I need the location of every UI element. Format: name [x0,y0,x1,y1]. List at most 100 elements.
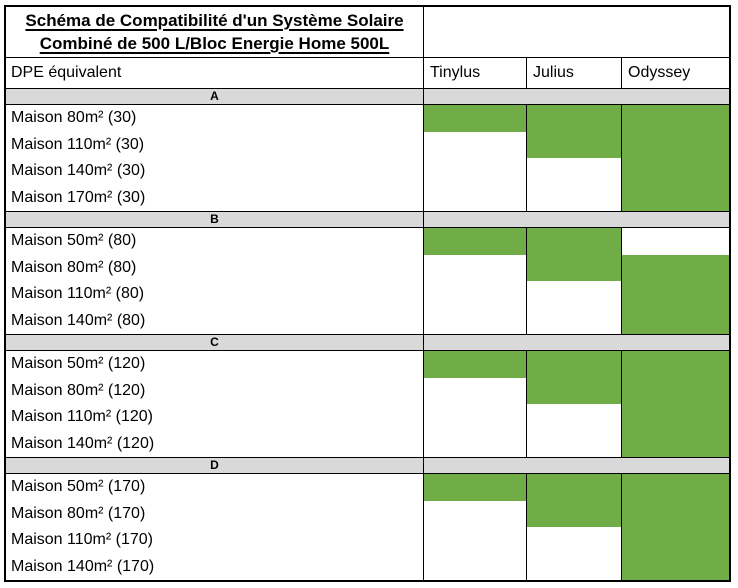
compat-cell [527,430,621,457]
row-label: Maison 80m² (170) [11,504,146,522]
column-header-row: DPE équivalent Tinylus Julius Odyssey [6,57,729,88]
title-row: Schéma de Compatibilité d'un Système Sol… [6,7,729,57]
compat-cell [622,553,729,580]
title-empty-cell [424,7,729,57]
compat-cell [424,553,526,580]
section-body-b: Maison 50m² (80) Maison 80m² (80) Maison 1… [6,228,729,334]
row-label: Maison 110m² (170) [11,531,153,549]
compat-cell [424,474,526,501]
product-column-julius [527,105,622,211]
product-column-odyssey [622,351,729,457]
compat-cell [527,351,621,378]
compat-cell [424,527,526,554]
compat-cell [527,254,621,281]
house-label-column: Maison 50m² (170) Maison 80m² (170) Maison… [6,474,424,580]
compat-cell [622,254,729,281]
compat-cell [527,404,621,431]
compat-cell [527,377,621,404]
row-label: Maison 140m² (170) [11,557,155,575]
product-column-odyssey [622,228,729,334]
section-letter: C [6,335,424,350]
compat-cell [527,131,621,158]
compat-cell [622,527,729,554]
compat-cell [622,281,729,308]
compat-cell [424,254,526,281]
row-label: Maison 80m² (120) [11,381,146,399]
section-header-b: B [6,211,729,228]
compat-cell [424,281,526,308]
compat-cell [622,377,729,404]
compat-cell [622,474,729,501]
compat-cell [527,105,621,132]
section-letter: D [6,458,424,473]
house-label-column: Maison 80m² (30) Maison 110m² (30) Maison … [6,105,424,211]
compat-cell [424,131,526,158]
row-label: Maison 80m² (80) [11,258,137,276]
product-column-julius [527,351,622,457]
compat-cell [622,404,729,431]
compat-cell [424,228,526,255]
compat-cell [527,500,621,527]
compat-cell [527,307,621,334]
compat-cell [527,158,621,185]
section-header-d: D [6,457,729,474]
section-header-a: A [6,88,729,105]
row-label: Maison 110m² (80) [11,285,145,303]
row-label: Maison 110m² (30) [11,135,145,153]
row-label: Maison 140m² (120) [11,434,155,452]
product-column-julius [527,474,622,580]
compat-cell [622,228,729,255]
row-label: Maison 140m² (30) [11,162,146,180]
compat-cell [424,404,526,431]
header-product-odyssey: Odyssey [628,64,691,81]
compat-cell [424,307,526,334]
product-column-tinylus [424,351,527,457]
compat-cell [424,184,526,211]
compat-cell [424,377,526,404]
section-header-fill [424,212,729,227]
house-label-column: Maison 50m² (80) Maison 80m² (80) Maison 1… [6,228,424,334]
compat-cell [424,430,526,457]
table-title-line1: Schéma de Compatibilité d'un Système Sol… [25,11,404,30]
section-body-d: Maison 50m² (170) Maison 80m² (170) Maison… [6,474,729,580]
product-column-tinylus [424,228,527,334]
compat-cell [622,500,729,527]
row-label: Maison 50m² (120) [11,355,146,373]
compat-cell [622,105,729,132]
compat-cell [527,553,621,580]
product-column-julius [527,228,622,334]
header-dpe-equivalent: DPE équivalent [6,58,424,88]
compat-cell [424,158,526,185]
house-label-column: Maison 50m² (120) Maison 80m² (120) Maison… [6,351,424,457]
compat-cell [622,184,729,211]
compat-cell [424,500,526,527]
table-title: Schéma de Compatibilité d'un Système Sol… [6,7,424,57]
section-letter: B [6,212,424,227]
row-label: Maison 50m² (170) [11,478,146,496]
section-letter: A [6,89,424,104]
table-title-line2: Combiné de 500 L/Bloc Energie Home 500L [39,34,390,53]
section-body-c: Maison 50m² (120) Maison 80m² (120) Maison… [6,351,729,457]
compat-cell [527,527,621,554]
section-header-c: C [6,334,729,351]
header-product-julius: Julius [527,58,622,88]
row-label: Maison 50m² (80) [11,232,137,250]
compat-cell [424,351,526,378]
section-header-fill [424,335,729,350]
compat-cell [622,131,729,158]
row-label: Maison 170m² (30) [11,188,146,206]
compat-cell [622,351,729,378]
section-body-a: Maison 80m² (30) Maison 110m² (30) Maison … [6,105,729,211]
compatibility-table: Schéma de Compatibilité d'un Système Sol… [4,5,731,582]
compat-cell [424,105,526,132]
compat-cell [622,307,729,334]
row-label: Maison 110m² (120) [11,408,153,426]
product-column-tinylus [424,105,527,211]
compat-cell [527,228,621,255]
header-product-tinylus: Tinylus [424,58,527,88]
product-column-odyssey [622,105,729,211]
compat-cell [527,474,621,501]
row-label: Maison 80m² (30) [11,109,137,127]
section-header-fill [424,458,729,473]
section-header-fill [424,89,729,104]
